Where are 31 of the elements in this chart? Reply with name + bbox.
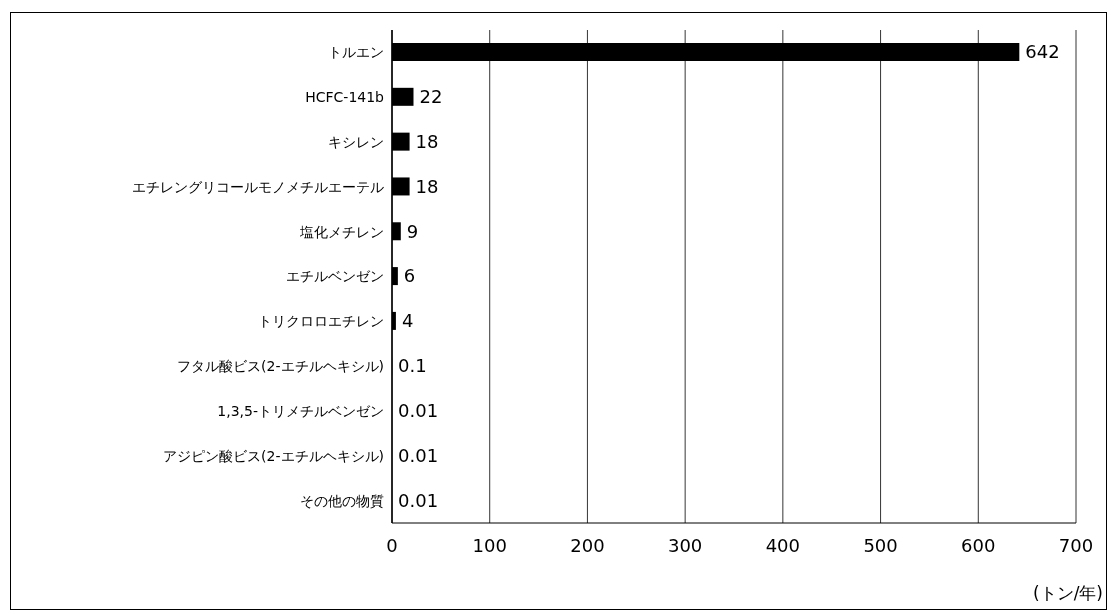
data-label: 0.01 — [398, 489, 439, 511]
x-tick-label: 400 — [765, 534, 801, 556]
x-tick-label: 300 — [667, 534, 703, 556]
data-label: 0.01 — [398, 399, 439, 421]
x-tick-label: 0 — [386, 534, 398, 556]
y-tick-label: アジピン酸ビス(2-エチルヘキシル) — [163, 447, 384, 464]
y-tick-label: トリクロロエチレン — [258, 313, 384, 330]
data-label: 18 — [415, 175, 439, 197]
x-tick-label: 600 — [961, 534, 996, 556]
y-tick-label: キシレン — [328, 134, 384, 151]
y-tick-label: HCFC-141b — [305, 89, 385, 106]
data-label: 18 — [415, 131, 439, 153]
x-tick-label: 200 — [570, 534, 605, 556]
x-tick-label: 100 — [472, 534, 507, 556]
y-tick-label: トルエン — [328, 44, 384, 61]
x-tick-label: 700 — [1058, 534, 1094, 556]
data-label: 642 — [1025, 41, 1060, 63]
data-label: 0.1 — [398, 355, 427, 377]
data-label: 22 — [419, 86, 443, 108]
data-label: 9 — [406, 220, 419, 242]
x-tick-label: 500 — [863, 534, 898, 556]
y-tick-label: エチレングリコールモノメチルエーテル — [132, 178, 384, 195]
y-tick-label: その他の物質 — [300, 492, 384, 509]
data-label: 0.01 — [398, 444, 439, 466]
y-tick-label: 1,3,5-トリメチルベンゼン — [217, 402, 384, 419]
data-label: 6 — [403, 265, 416, 287]
y-tick-label: フタル酸ビス(2-エチルヘキシル) — [177, 358, 384, 375]
y-tick-label: エチルベンゼン — [286, 268, 384, 285]
x-axis-title: (トン/年) — [1033, 582, 1103, 605]
y-tick-label: 塩化メチレン — [299, 223, 384, 240]
data-label: 4 — [401, 310, 414, 332]
